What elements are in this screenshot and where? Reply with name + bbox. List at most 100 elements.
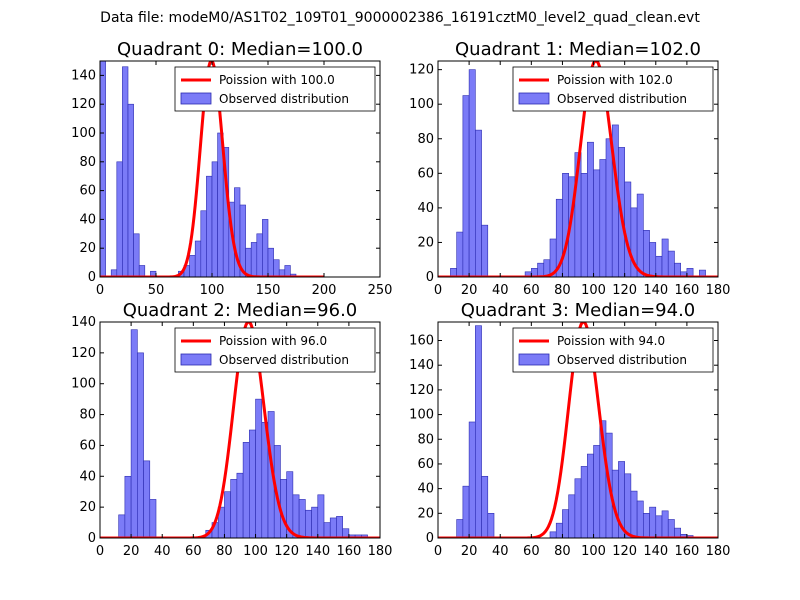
x-tick-label: 20 [123, 544, 140, 559]
histogram-bar [116, 161, 123, 277]
histogram-bar [624, 473, 632, 538]
x-tick-label: 0 [96, 544, 104, 559]
x-tick-label: 120 [274, 544, 299, 559]
legend-bar-swatch [518, 92, 550, 105]
y-tick-label: 40 [417, 201, 434, 216]
histogram-bar [329, 517, 337, 538]
legend: Poission with 94.0 Observed distribution [512, 327, 714, 373]
y-tick-label: 0 [88, 531, 96, 546]
histogram-bar [262, 219, 269, 277]
histogram-bar [574, 478, 582, 538]
quadrant-0-panel: Quadrant 0: Median=100.0 0 50 100 150 200 250 0… [71, 39, 392, 298]
histogram-bar [127, 103, 134, 277]
histogram-bar [137, 352, 144, 538]
y-tick-label: 140 [409, 358, 434, 373]
x-tick-label: 250 [368, 283, 393, 298]
legend-bar-label: Observed distribution [219, 92, 349, 106]
legend: Poission with 102.0 Observed distribution [512, 66, 714, 112]
y-tick-label: 120 [71, 346, 96, 361]
histogram-bar [143, 460, 151, 538]
x-tick-label: 80 [216, 544, 233, 559]
quadrant-2-panel: Quadrant 2: Median=96.0 0 20 40 60 80 100 120 14… [71, 300, 392, 559]
histogram-bar [456, 231, 464, 277]
x-tick-label: 80 [554, 544, 571, 559]
histogram-bar [487, 513, 495, 538]
histogram-bar [118, 514, 126, 538]
x-tick-label: 200 [312, 283, 337, 298]
histogram-bar [200, 210, 207, 277]
histogram-bar [305, 509, 312, 538]
histogram-bar [133, 233, 140, 277]
legend-line-label: Poission with 94.0 [557, 334, 665, 348]
histogram-bar [587, 453, 594, 538]
axes-frame [437, 321, 719, 539]
y-tick-label: 60 [79, 184, 96, 199]
y-tick-label: 0 [426, 531, 434, 546]
y-tick-label: 60 [417, 166, 434, 181]
y-tick-label: 60 [417, 457, 434, 472]
histogram-bar [636, 500, 644, 538]
x-tick-label: 40 [492, 544, 509, 559]
histogram-bar [599, 159, 607, 277]
legend-bar-label: Observed distribution [557, 92, 687, 106]
y-tick-label: 20 [417, 506, 434, 521]
x-tick-label: 100 [200, 283, 225, 298]
histogram-bar [624, 181, 632, 277]
axes-frame [99, 60, 381, 278]
histogram-bar [661, 238, 669, 277]
histogram-bar [468, 69, 476, 277]
legend-bar-swatch [180, 92, 212, 105]
x-tick-label: 100 [581, 544, 606, 559]
y-tick-label: 140 [71, 315, 96, 330]
legend-bar-label: Observed distribution [219, 353, 349, 367]
y-tick-label: 80 [417, 432, 434, 447]
y-tick-label: 100 [409, 408, 434, 423]
legend: Poission with 100.0 Observed distribution [174, 66, 376, 112]
histogram-bar [549, 531, 557, 538]
x-tick-label: 60 [185, 544, 202, 559]
x-tick-label: 100 [243, 544, 268, 559]
legend: Poission with 96.0 Observed distribution [174, 327, 376, 373]
y-tick-label: 0 [426, 270, 434, 285]
histogram-bar [284, 265, 291, 277]
histogram-bar [194, 240, 202, 277]
histogram-bar [361, 534, 368, 538]
histogram-bar [130, 329, 138, 538]
histogram-bar [273, 259, 280, 277]
x-tick-label: 40 [492, 283, 509, 298]
x-tick-label: 50 [148, 283, 165, 298]
histogram-bar [462, 485, 470, 538]
histogram-bar [630, 490, 638, 538]
y-tick-label: 100 [71, 377, 96, 392]
quadrant-0-title: Quadrant 0: Median=100.0 [117, 39, 363, 60]
histogram-bar [593, 445, 601, 538]
legend-line-label: Poission with 102.0 [557, 73, 673, 87]
x-tick-label: 160 [674, 544, 699, 559]
x-tick-label: 120 [612, 544, 637, 559]
histogram-bar [636, 193, 644, 277]
y-tick-label: 120 [409, 63, 434, 78]
x-tick-label: 150 [256, 283, 281, 298]
histogram-bar [336, 516, 343, 538]
y-tick-label: 120 [71, 97, 96, 112]
quadrant-3-title: Quadrant 3: Median=94.0 [461, 300, 696, 321]
x-tick-label: 60 [523, 544, 540, 559]
histogram-bar [323, 522, 331, 538]
y-tick-label: 0 [88, 270, 96, 285]
histogram-bar [100, 61, 106, 277]
histogram-bar [239, 204, 246, 277]
axes-frame [437, 60, 719, 278]
histogram-bar [667, 519, 675, 538]
y-tick-label: 80 [417, 132, 434, 147]
x-tick-label: 140 [643, 544, 668, 559]
histogram-bar [311, 506, 319, 538]
y-tick-label: 40 [79, 469, 96, 484]
histogram-bar [292, 494, 300, 538]
histogram-bar [255, 398, 263, 538]
x-tick-label: 180 [368, 544, 393, 559]
axes-frame [99, 321, 381, 539]
y-tick-label: 160 [409, 334, 434, 349]
histogram-bar [643, 513, 650, 538]
figure-suptitle: Data file: modeM0/AS1T02_109T01_90000023… [100, 10, 700, 26]
panels-container: Quadrant 0: Median=100.00 50 100 150 200 2500… [71, 39, 730, 559]
